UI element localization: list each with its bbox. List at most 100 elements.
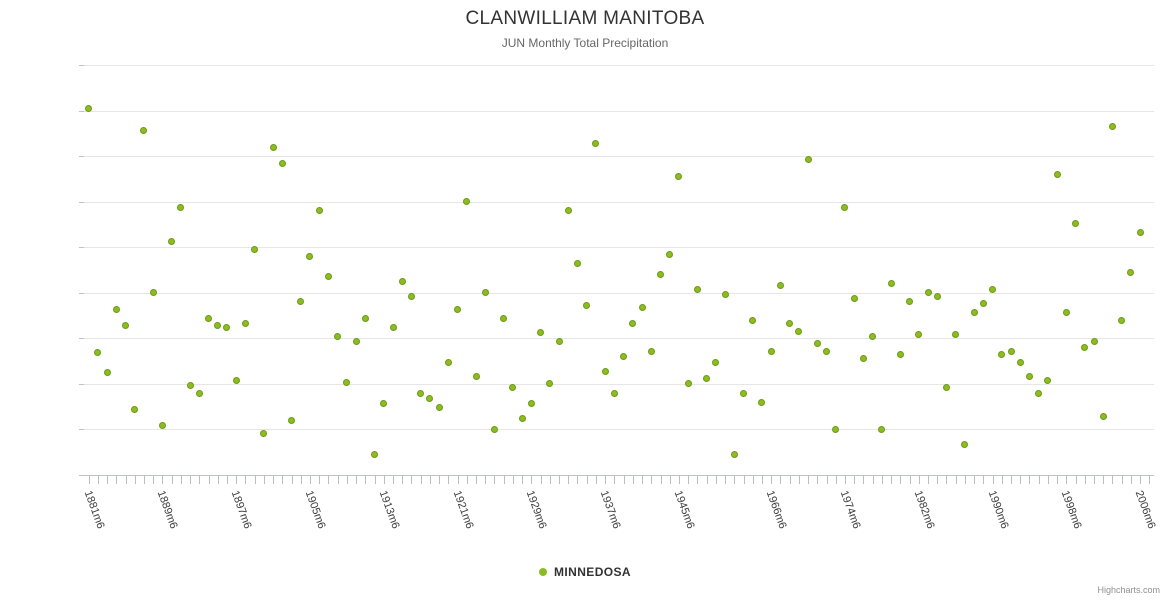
scatter-point[interactable] [970,309,978,317]
scatter-point[interactable] [758,398,766,406]
scatter-point[interactable] [407,292,415,300]
scatter-point[interactable] [749,316,757,324]
scatter-point[interactable] [841,203,849,211]
scatter-point[interactable] [315,207,323,215]
scatter-point[interactable] [398,278,406,286]
scatter-point[interactable] [620,353,628,361]
scatter-point[interactable] [776,281,784,289]
scatter-point[interactable] [933,292,941,300]
scatter-point[interactable] [490,425,498,433]
scatter-point[interactable] [887,280,895,288]
scatter-point[interactable] [509,384,517,392]
scatter-point[interactable] [1007,347,1015,355]
scatter-point[interactable] [601,367,609,375]
scatter-point[interactable] [122,322,129,330]
scatter-point[interactable] [149,289,157,297]
scatter-point[interactable] [1099,413,1107,421]
scatter-point[interactable] [232,376,240,384]
scatter-point[interactable] [952,331,960,339]
scatter-point[interactable] [269,143,277,151]
scatter-point[interactable] [454,305,462,313]
scatter-point[interactable] [297,298,305,306]
scatter-point[interactable] [278,159,286,167]
scatter-point[interactable] [186,382,194,390]
scatter-point[interactable] [1062,309,1070,317]
scatter-point[interactable] [1072,220,1080,228]
scatter-point[interactable] [767,347,775,355]
scatter-point[interactable] [481,289,489,297]
scatter-point[interactable] [1053,170,1061,178]
scatter-point[interactable] [417,389,425,397]
scatter-point[interactable] [205,314,213,322]
scatter-point[interactable] [380,400,388,408]
scatter-point[interactable] [140,127,148,135]
scatter-point[interactable] [389,323,397,331]
scatter-point[interactable] [721,291,729,299]
scatter-point[interactable] [979,300,987,308]
scatter-point[interactable] [906,298,914,306]
scatter-point[interactable] [1118,316,1126,324]
scatter-point[interactable] [610,389,618,397]
scatter-point[interactable] [1108,123,1116,131]
scatter-point[interactable] [942,384,950,392]
scatter-point[interactable] [306,252,314,260]
scatter-point[interactable] [657,271,664,279]
scatter-point[interactable] [352,338,360,346]
scatter-point[interactable] [361,314,369,322]
scatter-point[interactable] [1035,389,1043,397]
scatter-point[interactable] [1136,229,1144,237]
scatter-point[interactable] [989,285,997,293]
scatter-point[interactable] [647,347,655,355]
scatter-point[interactable] [371,451,379,459]
scatter-point[interactable] [666,251,674,258]
scatter-point[interactable] [500,314,508,322]
scatter-point[interactable] [177,203,185,211]
scatter-point[interactable] [435,404,443,412]
scatter-point[interactable] [1044,376,1052,384]
scatter-point[interactable] [786,320,794,328]
scatter-point[interactable] [324,272,332,280]
scatter-point[interactable] [795,327,803,335]
scatter-point[interactable] [251,245,259,253]
scatter-point[interactable] [1090,338,1098,346]
scatter-point[interactable] [260,429,268,437]
scatter-point[interactable] [832,425,840,433]
scatter-point[interactable] [444,358,452,366]
scatter-point[interactable] [804,156,812,164]
scatter-point[interactable] [823,347,831,355]
scatter-point[interactable] [896,351,904,359]
scatter-point[interactable] [1016,358,1024,366]
scatter-point[interactable] [103,369,111,377]
scatter-point[interactable] [869,333,877,340]
scatter-point[interactable] [693,285,701,293]
scatter-point[interactable] [924,289,932,297]
scatter-point[interactable] [730,451,738,459]
scatter-point[interactable] [527,400,535,408]
scatter-point[interactable] [334,333,342,340]
scatter-point[interactable] [463,198,471,206]
scatter-point[interactable] [1127,269,1135,277]
scatter-point[interactable] [214,322,222,330]
scatter-point[interactable] [583,302,591,310]
legend-item-minnedosa[interactable]: MINNEDOSA [539,563,631,581]
scatter-point[interactable] [131,405,139,413]
scatter-point[interactable] [288,416,296,424]
scatter-point[interactable] [592,139,600,147]
scatter-point[interactable] [158,422,166,430]
scatter-point[interactable] [915,331,923,339]
scatter-point[interactable] [740,389,748,397]
scatter-point[interactable] [1025,373,1033,381]
scatter-point[interactable] [1081,343,1089,351]
scatter-point[interactable] [472,373,480,381]
scatter-point[interactable] [94,349,102,357]
scatter-point[interactable] [850,294,858,302]
scatter-point[interactable] [859,354,867,362]
plot-area[interactable]: 0255075100125150175200225 [79,65,1154,476]
scatter-point[interactable] [703,374,711,382]
scatter-point[interactable] [573,260,581,268]
scatter-point[interactable] [343,378,351,386]
scatter-point[interactable] [112,305,120,313]
scatter-point[interactable] [813,340,821,348]
scatter-point[interactable] [537,329,545,337]
scatter-point[interactable] [961,440,969,448]
